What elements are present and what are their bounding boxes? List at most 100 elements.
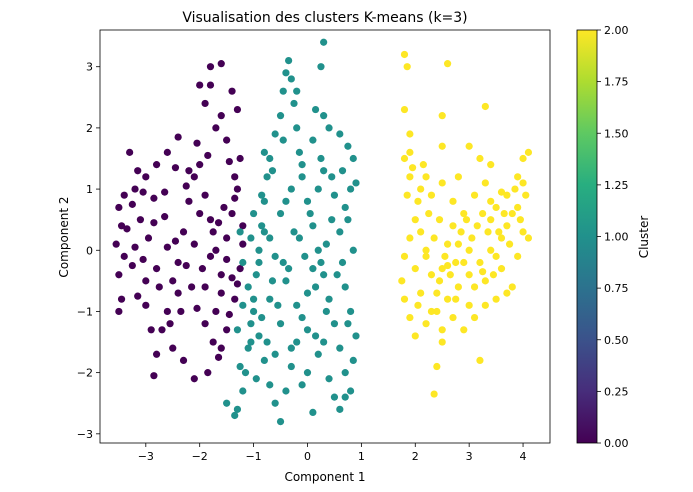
data-point-cluster-1 bbox=[320, 112, 328, 120]
data-point-cluster-1 bbox=[247, 338, 255, 346]
data-point-cluster-1 bbox=[322, 307, 330, 316]
data-point-cluster-0 bbox=[185, 197, 193, 205]
data-point-cluster-0 bbox=[131, 243, 139, 251]
data-point-cluster-2 bbox=[433, 362, 441, 371]
data-point-cluster-2 bbox=[411, 332, 419, 340]
data-point-cluster-0 bbox=[169, 344, 177, 352]
data-point-cluster-1 bbox=[349, 246, 357, 254]
data-point-cluster-2 bbox=[495, 228, 503, 236]
data-point-cluster-0 bbox=[201, 191, 209, 199]
data-point-cluster-1 bbox=[276, 417, 285, 426]
data-point-cluster-0 bbox=[223, 326, 231, 334]
data-point-cluster-2 bbox=[400, 295, 409, 303]
data-point-cluster-1 bbox=[271, 350, 279, 358]
y-tick-label: 0 bbox=[86, 244, 93, 257]
data-point-cluster-2 bbox=[438, 265, 446, 273]
data-point-cluster-1 bbox=[282, 387, 290, 395]
plot-frame bbox=[99, 29, 551, 444]
data-point-cluster-2 bbox=[503, 289, 511, 297]
colorbar-tick-label: 2.00 bbox=[604, 24, 629, 37]
data-point-cluster-1 bbox=[290, 228, 298, 236]
data-point-cluster-0 bbox=[217, 344, 225, 352]
data-point-cluster-1 bbox=[263, 173, 271, 181]
data-point-cluster-2 bbox=[508, 283, 516, 291]
data-point-cluster-2 bbox=[470, 191, 479, 199]
data-point-cluster-0 bbox=[147, 326, 155, 334]
data-point-cluster-1 bbox=[293, 87, 301, 95]
data-point-cluster-0 bbox=[150, 194, 158, 202]
data-point-cluster-1 bbox=[239, 387, 247, 395]
data-point-cluster-0 bbox=[236, 154, 244, 163]
data-point-cluster-0 bbox=[217, 289, 225, 297]
x-tick-label: 4 bbox=[520, 450, 527, 463]
data-point-cluster-0 bbox=[134, 167, 142, 175]
data-point-cluster-1 bbox=[271, 252, 279, 260]
data-point-cluster-0 bbox=[182, 261, 190, 270]
data-point-cluster-0 bbox=[179, 356, 188, 364]
data-point-cluster-0 bbox=[185, 167, 193, 175]
data-point-cluster-2 bbox=[419, 161, 427, 169]
data-point-cluster-1 bbox=[303, 197, 312, 205]
data-point-cluster-0 bbox=[223, 234, 231, 242]
data-point-cluster-0 bbox=[239, 222, 247, 230]
data-point-cluster-0 bbox=[198, 265, 206, 273]
data-point-cluster-2 bbox=[417, 185, 425, 193]
data-point-cluster-1 bbox=[249, 209, 258, 218]
data-point-cluster-1 bbox=[282, 197, 290, 205]
data-point-cluster-2 bbox=[468, 234, 476, 242]
data-point-cluster-2 bbox=[408, 164, 417, 172]
data-point-cluster-0 bbox=[233, 185, 242, 193]
data-point-cluster-1 bbox=[276, 209, 285, 218]
data-point-cluster-2 bbox=[403, 191, 411, 199]
data-point-cluster-0 bbox=[171, 237, 180, 245]
data-point-cluster-1 bbox=[266, 234, 274, 242]
data-point-cluster-2 bbox=[430, 234, 438, 242]
data-point-cluster-0 bbox=[152, 161, 161, 169]
data-point-cluster-0 bbox=[217, 112, 225, 120]
data-point-cluster-1 bbox=[233, 326, 242, 334]
data-point-cluster-2 bbox=[476, 356, 484, 364]
data-point-cluster-2 bbox=[470, 313, 479, 322]
data-point-cluster-1 bbox=[282, 277, 290, 285]
data-point-cluster-2 bbox=[400, 252, 409, 260]
data-point-cluster-0 bbox=[239, 240, 247, 248]
data-point-cluster-1 bbox=[328, 173, 336, 181]
data-point-cluster-0 bbox=[225, 157, 233, 166]
data-point-cluster-0 bbox=[190, 173, 198, 181]
data-point-cluster-1 bbox=[328, 216, 336, 224]
data-point-cluster-0 bbox=[201, 283, 209, 291]
data-point-cluster-0 bbox=[128, 261, 136, 270]
data-point-cluster-2 bbox=[406, 148, 414, 156]
data-point-cluster-0 bbox=[214, 353, 223, 361]
data-point-cluster-2 bbox=[444, 261, 452, 270]
data-point-cluster-2 bbox=[427, 191, 436, 199]
data-point-cluster-0 bbox=[196, 161, 204, 169]
data-point-cluster-2 bbox=[487, 246, 495, 254]
data-point-cluster-1 bbox=[276, 112, 285, 120]
data-point-cluster-1 bbox=[336, 130, 344, 138]
data-point-cluster-0 bbox=[144, 234, 153, 242]
data-point-cluster-1 bbox=[311, 105, 320, 114]
x-tick-label: −2 bbox=[192, 450, 208, 463]
data-point-cluster-1 bbox=[341, 203, 349, 212]
data-point-cluster-1 bbox=[298, 313, 306, 322]
data-point-cluster-1 bbox=[287, 185, 295, 193]
data-point-cluster-0 bbox=[212, 124, 220, 132]
data-point-cluster-1 bbox=[244, 344, 252, 352]
data-point-cluster-1 bbox=[309, 136, 317, 144]
data-point-cluster-1 bbox=[336, 228, 344, 236]
data-point-cluster-2 bbox=[500, 209, 508, 218]
data-point-cluster-2 bbox=[414, 197, 422, 205]
data-point-cluster-2 bbox=[514, 203, 522, 212]
data-point-cluster-1 bbox=[271, 399, 279, 407]
data-point-cluster-2 bbox=[403, 63, 411, 71]
data-point-cluster-2 bbox=[481, 179, 489, 187]
data-point-cluster-2 bbox=[435, 277, 444, 285]
data-point-cluster-2 bbox=[465, 246, 473, 254]
data-point-cluster-1 bbox=[349, 356, 357, 364]
data-point-cluster-2 bbox=[454, 240, 462, 248]
data-point-cluster-2 bbox=[489, 271, 498, 279]
data-point-cluster-2 bbox=[481, 277, 489, 285]
data-point-cluster-0 bbox=[142, 277, 150, 285]
